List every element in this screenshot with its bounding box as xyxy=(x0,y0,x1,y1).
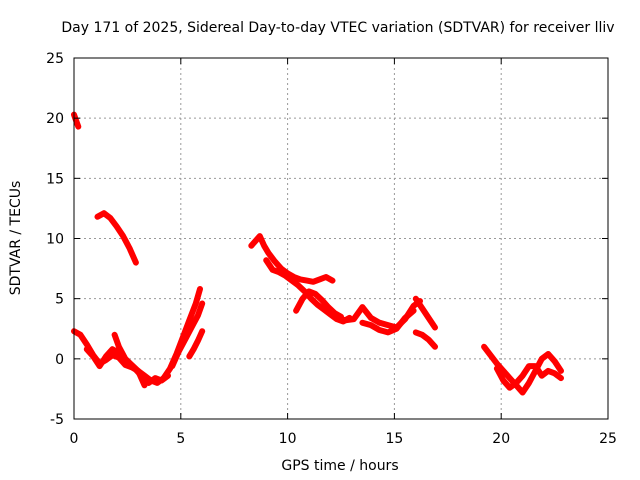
x-tick-label: 0 xyxy=(70,431,79,447)
axis-ticks xyxy=(73,57,609,420)
series-arc-14 xyxy=(412,295,438,331)
y-axis-label: SDTVAR / TECUs xyxy=(8,181,24,296)
series-arc-7 xyxy=(169,300,206,370)
y-tick-label: 20 xyxy=(46,111,64,127)
series-arc-15 xyxy=(412,329,438,350)
y-tick-label: 0 xyxy=(55,352,64,368)
y-tick-label: -5 xyxy=(50,412,64,428)
series-arc-11 xyxy=(293,288,344,320)
x-tick-label: 25 xyxy=(599,431,617,447)
x-tick-label: 5 xyxy=(176,431,185,447)
series-arc-8 xyxy=(186,328,206,360)
y-tick-label: 25 xyxy=(46,51,64,67)
grid xyxy=(74,58,608,419)
y-tick-labels: -5 0 5 10 15 20 25 xyxy=(46,51,64,428)
x-tick-label: 20 xyxy=(492,431,510,447)
x-tick-labels: 0 5 10 15 20 25 xyxy=(70,431,617,447)
series-arc-6 xyxy=(160,286,203,382)
series-arc-17 xyxy=(493,363,564,391)
y-tick-label: 15 xyxy=(46,171,64,187)
y-tick-label: 10 xyxy=(46,232,64,248)
x-axis-label: GPS time / hours xyxy=(281,458,398,474)
series-arc-5 xyxy=(111,331,148,389)
x-tick-label: 10 xyxy=(279,431,297,447)
series-arc-16 xyxy=(481,343,564,396)
x-tick-label: 15 xyxy=(385,431,403,447)
series-arc-1 xyxy=(71,111,82,130)
series-arc-13 xyxy=(359,307,417,336)
series-arc-2 xyxy=(94,210,139,266)
data-traces xyxy=(71,111,564,396)
y-tick-label: 5 xyxy=(55,292,64,308)
chart-title: Day 171 of 2025, Sidereal Day-to-day VTE… xyxy=(61,20,614,36)
series-arc-9 xyxy=(248,233,336,285)
